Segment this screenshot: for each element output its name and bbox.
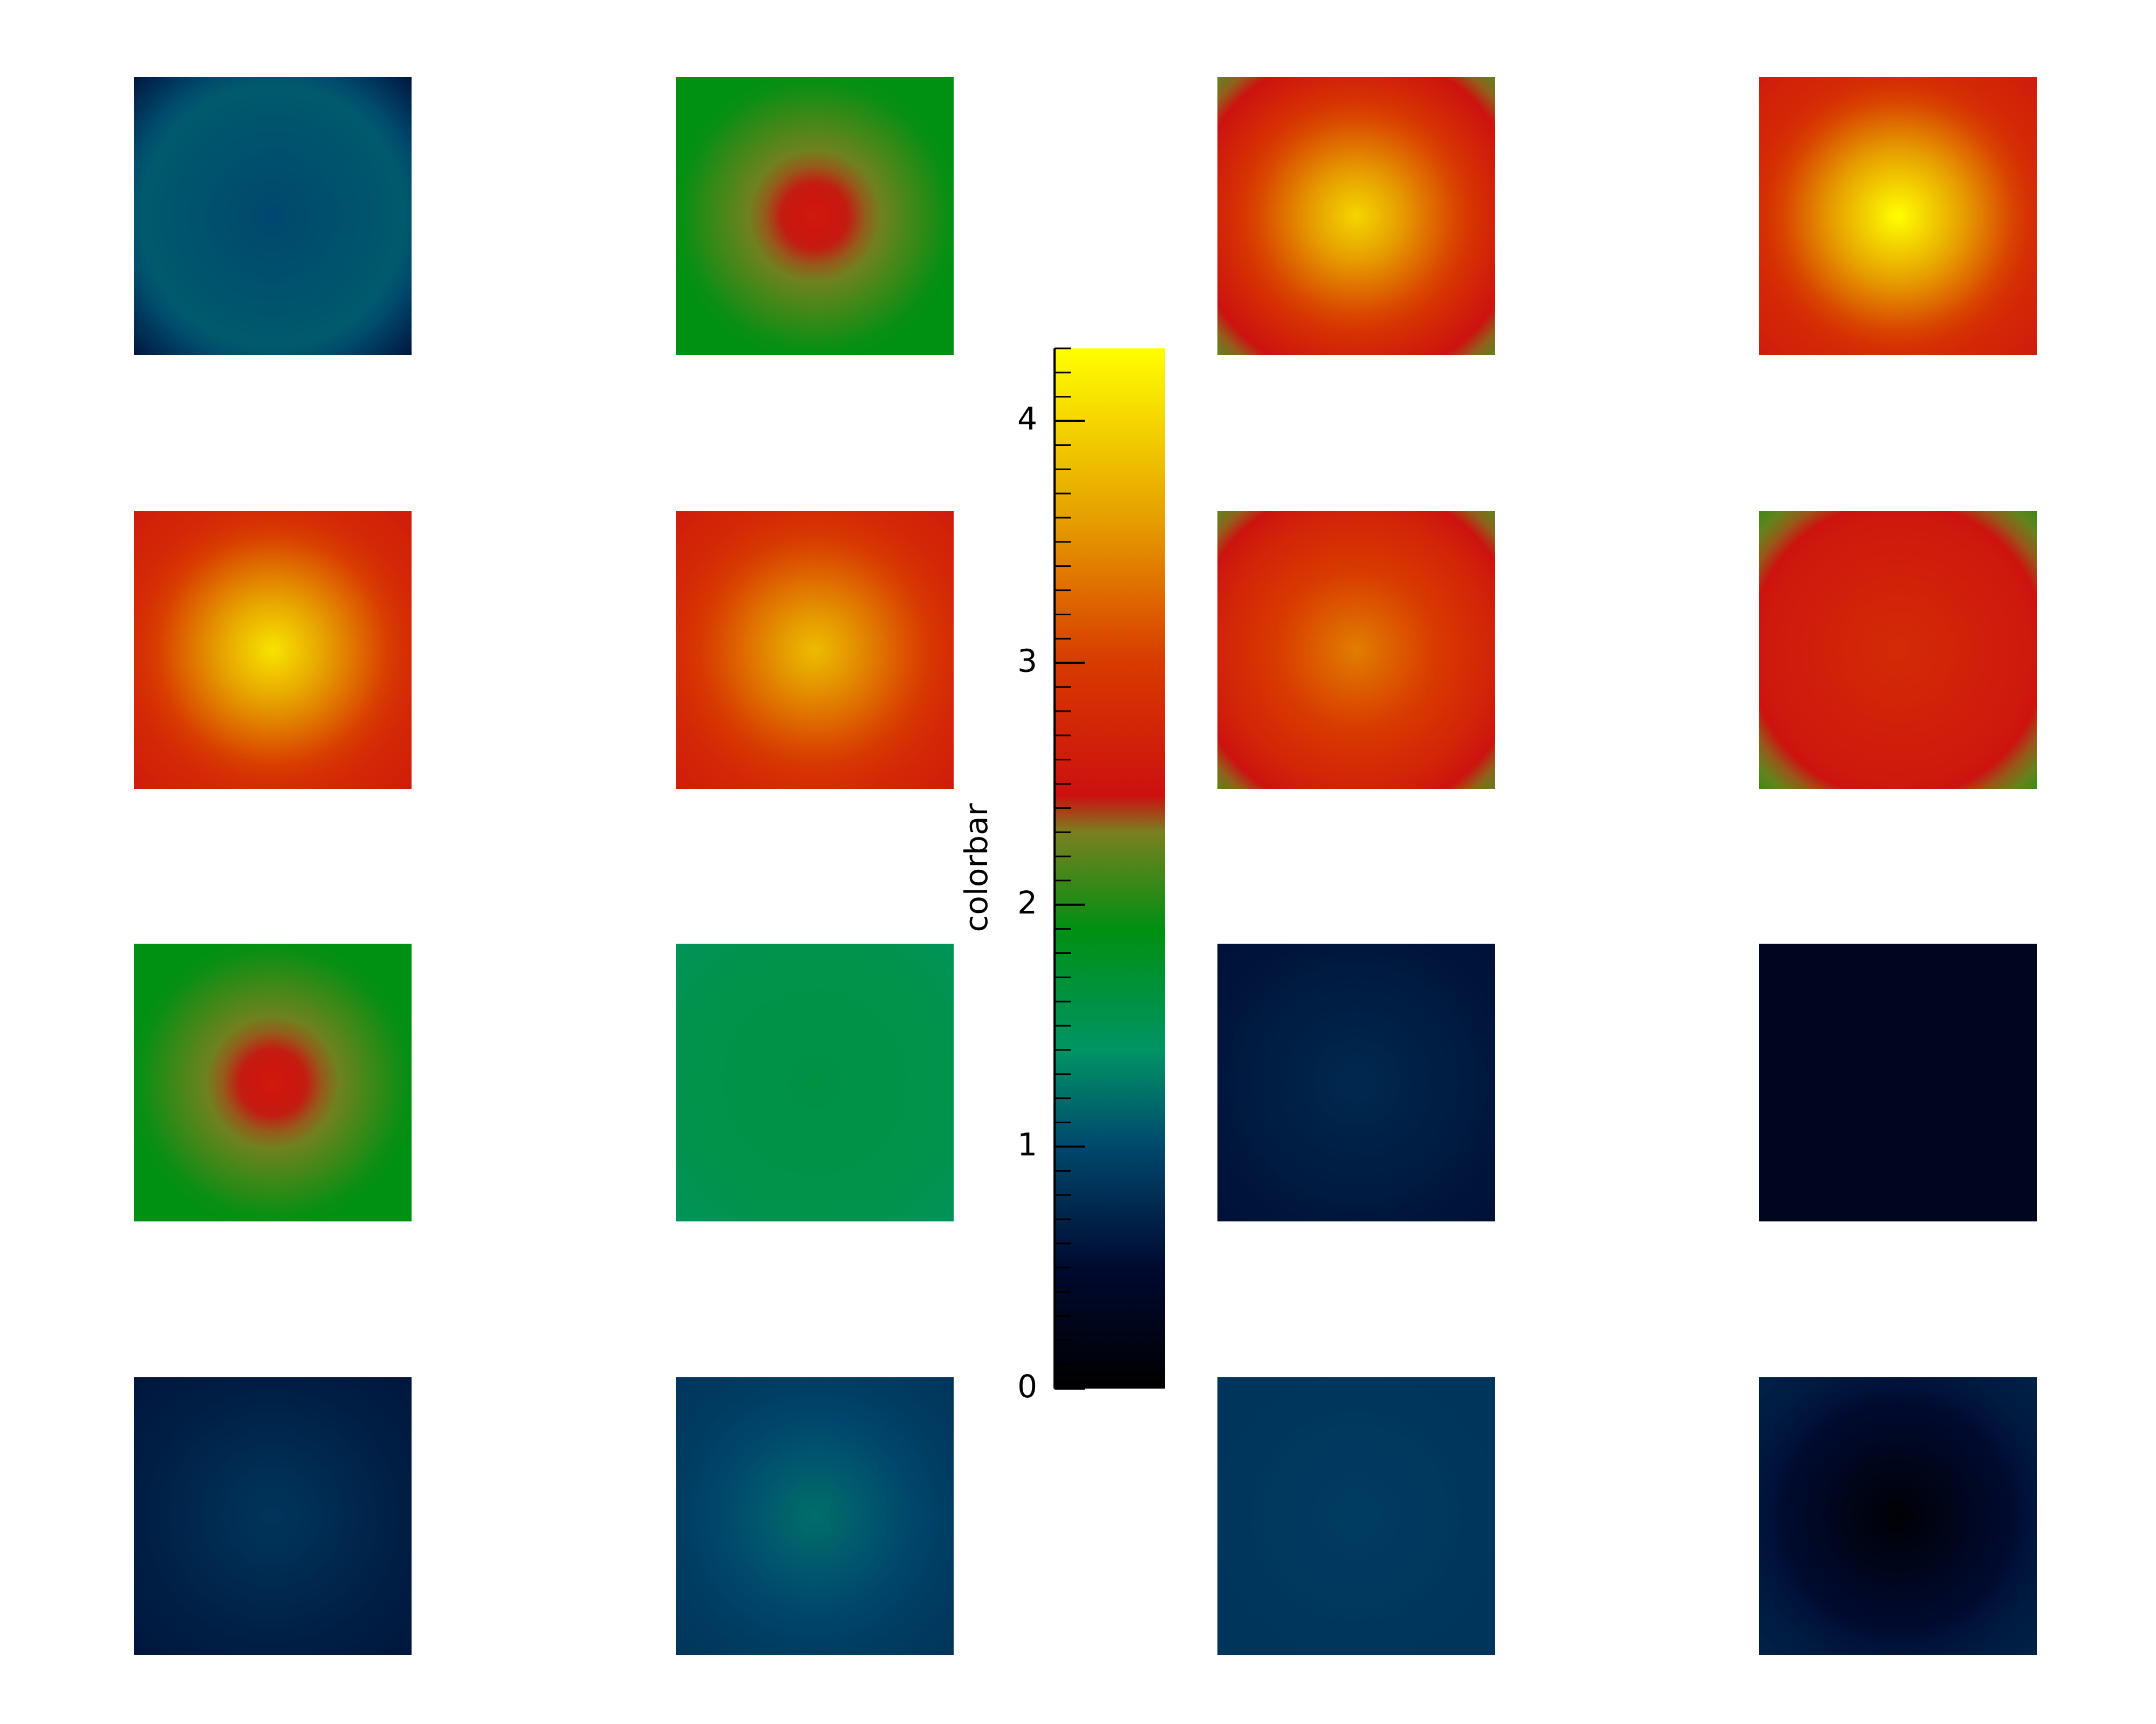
heatmap-panel xyxy=(134,1377,412,1655)
y-tick-label: 0 xyxy=(1017,1368,1037,1405)
heatmap-panel xyxy=(1759,511,2037,789)
heatmap-panel xyxy=(676,77,954,355)
y-tick-label: 1 xyxy=(1017,1127,1037,1163)
colorbar xyxy=(1055,348,1165,1389)
heatmap-panel xyxy=(676,1377,954,1655)
heatmap-panel xyxy=(676,944,954,1221)
heatmap-panel xyxy=(1217,511,1495,789)
heatmap-panel xyxy=(1759,77,2037,355)
heatmap-panel xyxy=(1759,1377,2037,1655)
heatmap-panel xyxy=(134,944,412,1221)
heatmap-panel xyxy=(134,511,412,789)
heatmap-panel xyxy=(134,77,412,355)
y-tick-label: 4 xyxy=(1017,401,1037,437)
heatmap-panel xyxy=(1759,944,2037,1221)
heatmap-panel xyxy=(1217,77,1495,355)
heatmap-panel xyxy=(676,511,954,789)
colorbar-label: colorbar xyxy=(958,803,995,932)
y-tick-label: 2 xyxy=(1017,884,1037,921)
y-tick-label: 3 xyxy=(1017,642,1037,679)
heatmap-panel xyxy=(1217,1377,1495,1655)
heatmap-panel xyxy=(1217,944,1495,1221)
